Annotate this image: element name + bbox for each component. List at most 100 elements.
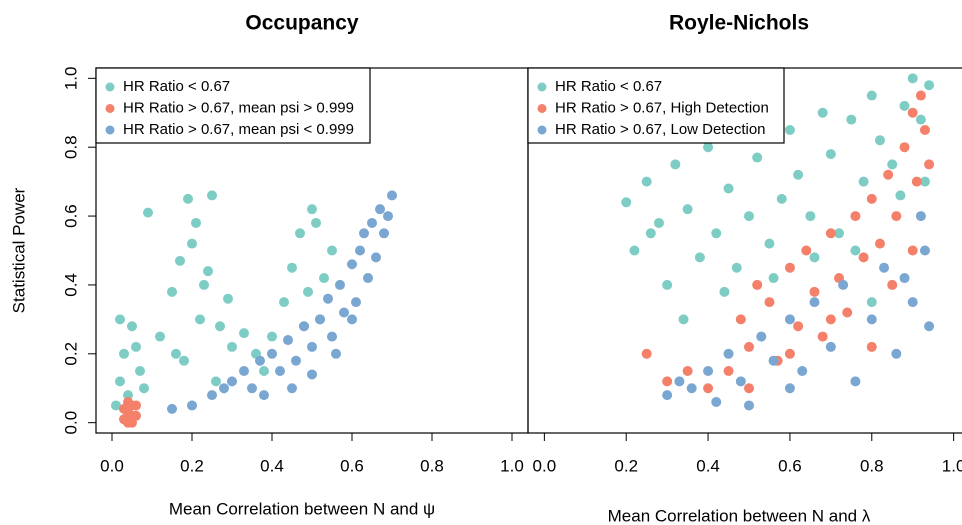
legend-marker [105, 82, 115, 92]
point [339, 307, 349, 318]
point [784, 383, 795, 394]
point [817, 331, 828, 342]
point [899, 100, 910, 111]
x-tick-label: 0.6 [778, 456, 802, 475]
point [355, 245, 365, 256]
point [817, 107, 828, 118]
x-tick-label: 0.6 [340, 456, 364, 475]
point [347, 314, 357, 325]
legend-label: HR Ratio < 0.67 [123, 78, 230, 95]
point [295, 228, 305, 239]
point [131, 341, 141, 352]
x-tick-label: 0.0 [100, 456, 124, 475]
point [744, 341, 754, 352]
point [703, 142, 714, 153]
legend-label: HR Ratio > 0.67, Low Detection [555, 121, 766, 138]
point [825, 314, 836, 325]
point [907, 107, 918, 118]
point [809, 286, 820, 297]
point [907, 297, 918, 308]
point [850, 211, 861, 222]
point [874, 238, 885, 249]
point [167, 286, 177, 297]
point [267, 348, 277, 359]
point [846, 114, 857, 125]
point [907, 73, 918, 84]
point [735, 314, 746, 325]
point [311, 217, 321, 228]
legend-marker [105, 125, 115, 135]
point [866, 314, 877, 325]
point [347, 259, 357, 270]
point [891, 211, 902, 222]
point [227, 341, 237, 352]
point [351, 297, 361, 308]
point [287, 383, 297, 394]
x-tick-label: 0.0 [533, 456, 557, 475]
point [131, 400, 141, 411]
point [731, 262, 742, 273]
point [123, 417, 133, 428]
point [135, 366, 145, 377]
point [801, 245, 812, 256]
y-tick-label: 0.2 [61, 342, 80, 366]
point [207, 390, 217, 401]
point [682, 366, 693, 377]
point [111, 400, 121, 411]
point [735, 376, 746, 387]
point [915, 90, 926, 101]
y-tick-label: 0.8 [61, 135, 80, 159]
point [838, 279, 849, 290]
point [375, 204, 385, 215]
point [629, 245, 640, 256]
point [167, 403, 177, 414]
point [842, 307, 853, 318]
legend-marker [105, 104, 115, 113]
point [805, 211, 816, 222]
point [825, 341, 836, 352]
point [275, 366, 285, 377]
point [171, 348, 181, 359]
point [866, 90, 877, 101]
point [723, 348, 734, 359]
point [195, 314, 205, 325]
point [247, 383, 257, 394]
point [327, 331, 337, 342]
point [793, 321, 804, 332]
point [191, 217, 201, 228]
legend-box [527, 67, 785, 144]
point [621, 197, 632, 208]
point [797, 366, 808, 377]
point [315, 314, 325, 325]
x-tick-label: 0.4 [696, 456, 720, 475]
point [283, 335, 293, 346]
point [850, 376, 861, 387]
point [793, 169, 804, 180]
x-tick-label: 0.2 [180, 456, 204, 475]
point [199, 279, 209, 290]
point [895, 190, 906, 201]
point [662, 390, 673, 401]
point [223, 293, 233, 304]
point [115, 376, 125, 387]
point [335, 279, 345, 290]
point [784, 262, 795, 273]
point [919, 124, 930, 135]
y-tick-label: 0.6 [61, 204, 80, 228]
point [239, 328, 249, 339]
point [115, 314, 125, 325]
point [331, 348, 341, 359]
point [323, 293, 333, 304]
point [387, 190, 397, 201]
x-tick-label: 0.8 [420, 456, 444, 475]
point [307, 341, 317, 352]
point [866, 341, 877, 352]
point [653, 217, 664, 228]
point [239, 366, 249, 377]
legend-label: HR Ratio > 0.67, mean psi > 0.999 [123, 99, 354, 116]
legend-marker [537, 82, 547, 92]
point [203, 266, 213, 277]
x-tick-label: 0.8 [860, 456, 884, 475]
point [879, 262, 890, 273]
